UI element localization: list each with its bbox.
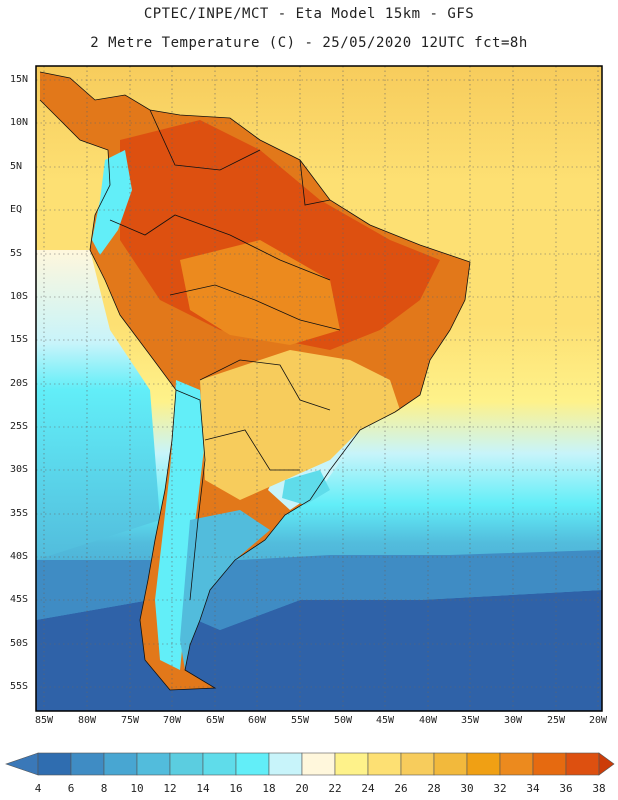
lat-label: 5S [10, 248, 23, 259]
scale-swatch [268, 752, 303, 776]
andes-cold-strip [155, 380, 205, 670]
south-ocean-cold [36, 590, 602, 711]
scale-label: 26 [394, 782, 408, 795]
scale-swatch [169, 752, 204, 776]
lon-label: 80W [77, 715, 97, 726]
scale-label: 8 [100, 782, 108, 795]
scale-label: 22 [328, 782, 342, 795]
lon-label: 35W [460, 715, 480, 726]
lon-label: 25W [546, 715, 566, 726]
lon-label: 70W [162, 715, 182, 726]
scale-label: 12 [163, 782, 177, 795]
scale-label: 30 [460, 782, 474, 795]
lat-label: 25S [10, 421, 29, 432]
scale-label: 6 [67, 782, 75, 795]
lat-label: 35S [10, 508, 29, 519]
scale-swatch [202, 752, 237, 776]
lat-label: 10N [10, 117, 29, 128]
scale-swatch [70, 752, 105, 776]
lat-label: 40S [10, 551, 29, 562]
scale-label: 16 [229, 782, 243, 795]
scale-swatch [565, 752, 600, 776]
scale-label: 28 [427, 782, 441, 795]
scale-swatch [400, 752, 435, 776]
lat-label: EQ [10, 204, 23, 215]
scale-swatch [103, 752, 138, 776]
scale-label: 34 [526, 782, 540, 795]
title-line-1: CPTEC/INPE/MCT - Eta Model 15km - GFS [143, 6, 475, 22]
scale-swatch [334, 752, 369, 776]
lat-label: 20S [10, 378, 29, 389]
lat-label: 10S [10, 291, 29, 302]
scale-label: 38 [592, 782, 606, 795]
scale-label: 4 [34, 782, 42, 795]
lat-label: 45S [10, 594, 29, 605]
scale-label: 10 [130, 782, 144, 795]
patagonia-cool [180, 510, 270, 670]
pacific-cool-zone [36, 250, 160, 560]
scale-label: 32 [493, 782, 507, 795]
scale-swatch [301, 752, 336, 776]
lon-label: 45W [375, 715, 395, 726]
scale-label: 20 [295, 782, 309, 795]
lat-label: 30S [10, 464, 29, 475]
scale-swatch [367, 752, 402, 776]
lon-label: 20W [588, 715, 608, 726]
scale-label: 14 [196, 782, 210, 795]
title-line-2: 2 Metre Temperature (C) - 25/05/2020 12U… [90, 35, 528, 51]
scale-swatch [433, 752, 468, 776]
lon-label: 40W [418, 715, 438, 726]
map-frame [35, 65, 603, 712]
uruguay-cold [282, 470, 330, 505]
lon-label: 60W [247, 715, 267, 726]
scale-swatch [466, 752, 501, 776]
country-borders [39, 71, 471, 691]
central-warm [200, 350, 400, 500]
lon-label: 65W [205, 715, 225, 726]
scale-swatch [235, 752, 270, 776]
andes-north-cool [92, 150, 132, 255]
lat-label: 5N [10, 161, 23, 172]
scale-swatch [532, 752, 567, 776]
scale-label: 24 [361, 782, 375, 795]
scale-swatch [136, 752, 171, 776]
scale-swatch [499, 752, 534, 776]
scale-label: 36 [559, 782, 573, 795]
color-scale-bar [5, 752, 615, 776]
lon-label: 30W [503, 715, 523, 726]
lat-label: 55S [10, 681, 29, 692]
lat-label: 15N [10, 74, 29, 85]
lon-label: 75W [120, 715, 140, 726]
scale-arrow-low [5, 752, 39, 776]
scale-label: 18 [262, 782, 276, 795]
lon-label: 85W [34, 715, 54, 726]
lon-label: 50W [333, 715, 353, 726]
scale-swatch [37, 752, 72, 776]
lon-label: 55W [290, 715, 310, 726]
lat-label: 50S [10, 638, 29, 649]
scale-arrow-high [598, 752, 615, 776]
lat-label: 15S [10, 334, 29, 345]
